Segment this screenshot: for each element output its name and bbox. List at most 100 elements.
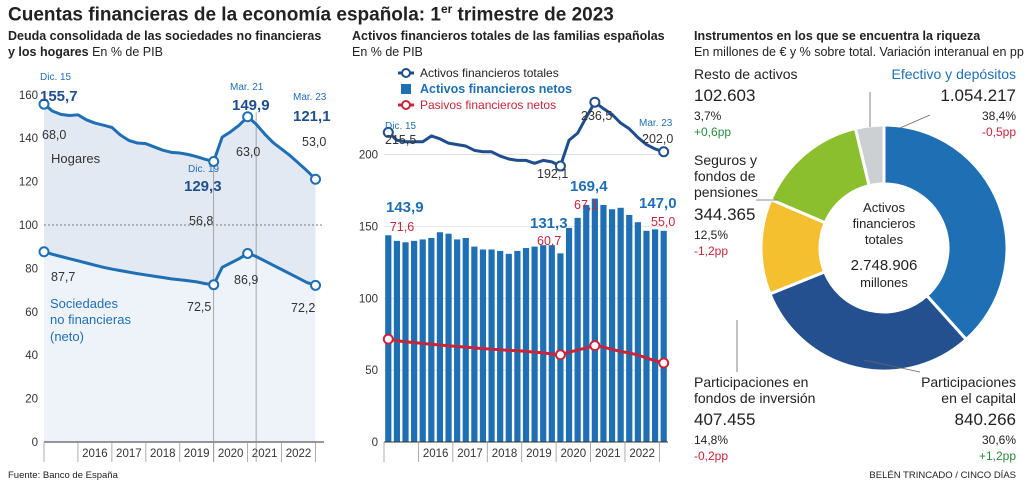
data-label: no financieras <box>50 312 131 327</box>
net-bar <box>531 246 538 442</box>
y-tick-label: 100 <box>359 293 378 305</box>
net-bar <box>651 229 659 442</box>
footer-source: Fuente: Banco de España <box>8 470 118 481</box>
center-text: financieros <box>853 216 916 231</box>
net-bar <box>565 227 573 442</box>
data-label: (neto) <box>50 329 84 344</box>
net-bar <box>617 207 624 442</box>
data-label: 236,5 <box>581 109 612 123</box>
center-text: millones <box>860 275 908 290</box>
net-bar <box>462 237 469 442</box>
x-tick-label: 2018 <box>492 448 518 460</box>
data-label: Sociedades <box>50 296 118 311</box>
data-label: 129,3 <box>184 178 222 195</box>
data-label: 192,1 <box>537 167 568 181</box>
data-label: 131,3 <box>530 215 568 232</box>
data-label: 155,7 <box>40 88 78 105</box>
data-label: 55,0 <box>651 215 675 229</box>
point-marker <box>382 333 394 345</box>
x-tick-label: 2022 <box>286 448 312 460</box>
y-tick-label: 140 <box>19 133 38 145</box>
x-tick-label: 2017 <box>457 448 483 460</box>
net-bar <box>626 214 633 442</box>
data-label: 68,0 <box>42 128 66 142</box>
x-tick-label: 2022 <box>629 448 655 460</box>
leader-capital <box>863 359 921 373</box>
net-bar <box>591 198 598 442</box>
net-bar <box>557 253 564 442</box>
slice-label-resto: Resto de activos 102.603 3,7% +0,6pp <box>694 66 798 139</box>
net-bar <box>479 249 487 442</box>
donut-slice-4 <box>853 123 886 188</box>
point-marker <box>382 126 394 138</box>
y-tick-label: 150 <box>359 221 378 233</box>
point-marker <box>589 340 601 352</box>
net-bar <box>643 230 650 442</box>
x-tick-label: 2019 <box>526 448 552 460</box>
x-tick-label: 2016 <box>423 448 449 460</box>
data-label: 215,5 <box>385 133 416 147</box>
net-bar <box>522 248 530 442</box>
slice-label-capital: Participaciones en el capital 840.266 30… <box>921 374 1016 463</box>
point-marker <box>658 357 670 369</box>
chart2-unit: En % de PIB <box>352 45 423 59</box>
point-marker <box>38 98 50 110</box>
data-label: 53,0 <box>302 135 326 149</box>
x-tick-label: 2021 <box>595 448 621 460</box>
y-tick-label: 200 <box>359 150 378 162</box>
point-marker <box>310 173 322 185</box>
net-bar <box>583 204 590 442</box>
net-bar <box>454 239 461 442</box>
y-tick-label: 160 <box>19 90 38 102</box>
center-text: Activos <box>863 200 905 215</box>
legend-total-marker <box>401 68 411 78</box>
data-label: 121,1 <box>293 108 331 125</box>
net-bar <box>548 245 555 442</box>
data-label: Mar. 21 <box>230 82 264 93</box>
net-bar <box>574 217 581 442</box>
x-tick-label: 2017 <box>116 448 142 460</box>
y-tick-label: 100 <box>19 220 38 232</box>
slice-label-efectivo: Efectivo y depósitos 1.054.217 38,4% -0,… <box>891 66 1016 139</box>
donut-hole <box>821 185 947 311</box>
chart2-title: Activos financieros totales de las famil… <box>352 29 665 59</box>
sociedades-area <box>44 251 316 442</box>
chart1-unit: En % de PIB <box>92 45 163 59</box>
data-label: Mar. 23 <box>639 118 673 129</box>
slice-label-fondos: Participaciones en fondos de inversión 4… <box>694 374 816 463</box>
data-label: 63,0 <box>236 145 260 159</box>
y-tick-label: 60 <box>25 307 38 319</box>
net-bar <box>660 230 667 442</box>
data-label: Hogares <box>51 151 101 166</box>
legend-pas-marker <box>401 100 411 110</box>
point-marker <box>38 246 50 258</box>
net-bar <box>428 237 435 442</box>
chart1-title: Deuda consolidada de las sociedades no f… <box>8 29 322 59</box>
net-bar <box>600 204 607 442</box>
point-marker <box>208 155 220 167</box>
data-label: Dic. 19 <box>188 164 220 175</box>
x-tick-label: 2019 <box>184 448 210 460</box>
chart3-title: Instrumentos en los que se encuentra la … <box>694 29 1024 59</box>
net-bar <box>445 233 452 442</box>
sociedades-line <box>43 250 316 287</box>
y-tick-label: 20 <box>25 394 38 406</box>
data-label: 67,1 <box>574 198 598 212</box>
data-label: 56,8 <box>189 214 213 228</box>
chart3-unit: En millones de € y % sobre total. Variac… <box>694 45 1024 59</box>
data-label: 169,4 <box>570 178 608 195</box>
hogares-line <box>43 103 317 181</box>
y-tick-label: 50 <box>365 365 378 377</box>
main-title: Cuentas financieras de la economía españ… <box>8 2 614 26</box>
data-label: 72,2 <box>291 301 315 315</box>
y-tick-label: 120 <box>19 177 38 189</box>
point-marker <box>310 279 322 291</box>
donut-slice-0 <box>882 123 1009 342</box>
legend-total-label: Activos financieros totales <box>420 66 559 80</box>
data-label: 202,0 <box>642 132 673 146</box>
center-text: 2.748.906 <box>851 257 918 274</box>
net-bar <box>608 209 616 442</box>
x-tick-label: 2018 <box>150 448 176 460</box>
net-bar <box>634 222 641 442</box>
